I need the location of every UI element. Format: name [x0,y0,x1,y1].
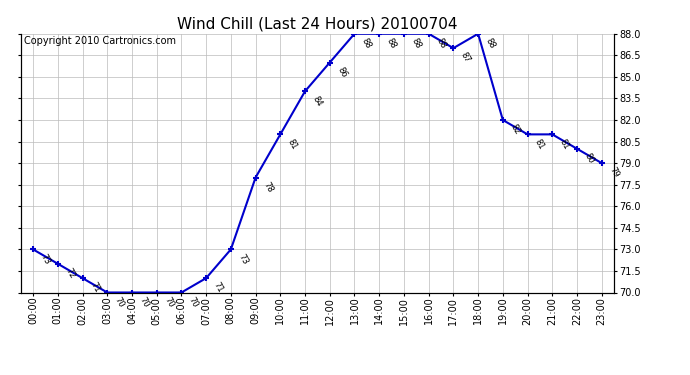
Text: 88: 88 [385,36,398,50]
Text: 88: 88 [484,36,497,50]
Text: 81: 81 [533,137,546,151]
Text: 71: 71 [88,281,101,295]
Text: 87: 87 [459,51,472,65]
Title: Wind Chill (Last 24 Hours) 20100704: Wind Chill (Last 24 Hours) 20100704 [177,16,457,31]
Text: 70: 70 [112,295,126,309]
Text: 88: 88 [434,36,447,50]
Text: 88: 88 [360,36,373,50]
Text: 78: 78 [261,180,275,194]
Text: 79: 79 [607,166,620,180]
Text: 88: 88 [409,36,423,50]
Text: 80: 80 [582,152,595,165]
Text: 81: 81 [558,137,571,151]
Text: 70: 70 [187,295,200,309]
Text: 72: 72 [63,267,77,280]
Text: 71: 71 [212,281,225,295]
Text: 82: 82 [509,123,522,136]
Text: 73: 73 [39,252,52,266]
Text: 81: 81 [286,137,299,151]
Text: 73: 73 [237,252,250,266]
Text: Copyright 2010 Cartronics.com: Copyright 2010 Cartronics.com [23,36,176,46]
Text: 70: 70 [137,295,150,309]
Text: 70: 70 [162,295,175,309]
Text: 86: 86 [335,65,348,79]
Text: 84: 84 [310,94,324,108]
